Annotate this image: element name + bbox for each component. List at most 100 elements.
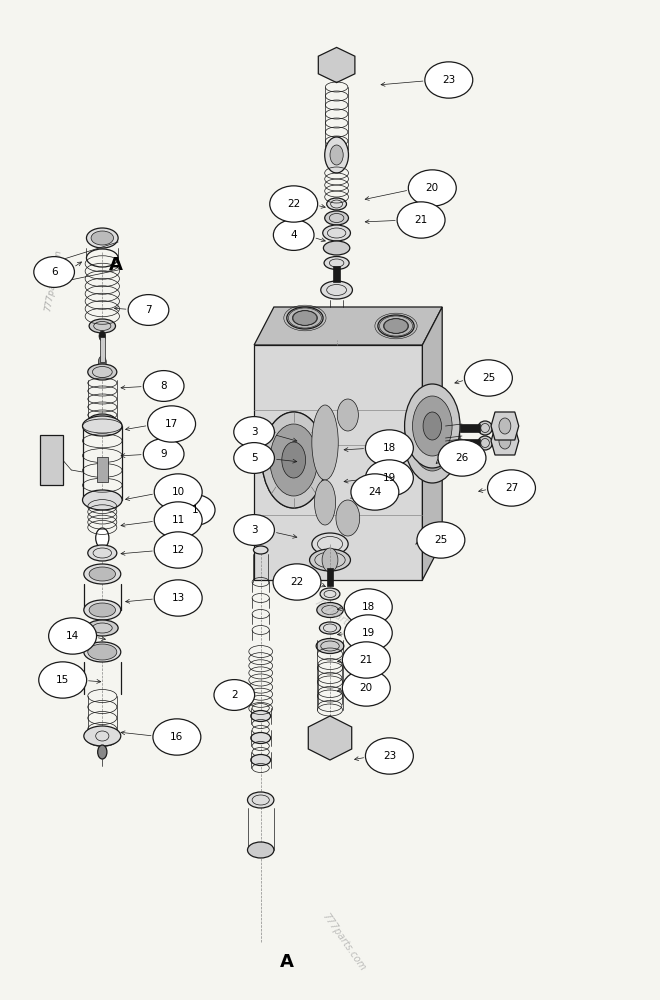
Text: 12: 12	[172, 545, 185, 555]
Circle shape	[96, 528, 109, 548]
Ellipse shape	[253, 546, 268, 554]
Text: 3: 3	[251, 427, 257, 437]
Ellipse shape	[148, 406, 195, 442]
Ellipse shape	[499, 433, 511, 449]
Ellipse shape	[143, 439, 184, 469]
Ellipse shape	[397, 202, 445, 238]
Text: 21: 21	[414, 215, 428, 225]
Bar	[460, 424, 480, 432]
Polygon shape	[422, 307, 442, 580]
Circle shape	[98, 745, 107, 759]
Ellipse shape	[383, 318, 409, 334]
Circle shape	[412, 396, 452, 456]
Text: 2: 2	[231, 690, 238, 700]
Text: 10: 10	[172, 487, 185, 497]
Bar	[333, 266, 340, 282]
Ellipse shape	[154, 580, 202, 616]
Ellipse shape	[154, 474, 202, 510]
Ellipse shape	[86, 228, 118, 248]
Ellipse shape	[292, 310, 317, 326]
Ellipse shape	[273, 220, 314, 250]
Ellipse shape	[88, 545, 117, 561]
Text: 23: 23	[383, 751, 396, 761]
Ellipse shape	[49, 618, 96, 654]
Circle shape	[322, 548, 338, 572]
Circle shape	[270, 424, 317, 496]
Ellipse shape	[89, 603, 116, 617]
Ellipse shape	[319, 622, 341, 634]
Ellipse shape	[478, 421, 492, 435]
Text: 5: 5	[251, 453, 257, 463]
Text: 19: 19	[383, 473, 396, 483]
Bar	[327, 568, 333, 586]
Ellipse shape	[378, 315, 414, 337]
Ellipse shape	[310, 549, 350, 571]
Text: 14: 14	[66, 631, 79, 641]
Ellipse shape	[84, 726, 121, 746]
Ellipse shape	[425, 62, 473, 98]
Ellipse shape	[234, 443, 275, 473]
Ellipse shape	[34, 257, 75, 287]
Ellipse shape	[323, 241, 350, 255]
Ellipse shape	[366, 430, 413, 466]
Text: 777parts.com: 777parts.com	[312, 596, 374, 644]
Ellipse shape	[316, 639, 344, 654]
Ellipse shape	[312, 405, 338, 480]
Text: 26: 26	[455, 453, 469, 463]
Ellipse shape	[345, 615, 392, 651]
Text: A: A	[108, 256, 123, 274]
Ellipse shape	[91, 231, 114, 245]
Ellipse shape	[84, 600, 121, 620]
Text: 15: 15	[56, 675, 69, 685]
Text: 9: 9	[160, 449, 167, 459]
Circle shape	[423, 427, 442, 455]
Ellipse shape	[88, 644, 117, 660]
Ellipse shape	[84, 642, 121, 662]
Ellipse shape	[465, 360, 512, 396]
Ellipse shape	[323, 225, 350, 241]
Ellipse shape	[82, 416, 122, 436]
Bar	[100, 337, 105, 362]
Text: 27: 27	[505, 483, 518, 493]
Polygon shape	[254, 345, 422, 580]
Ellipse shape	[273, 564, 321, 600]
Text: 777parts.com: 777parts.com	[319, 911, 367, 973]
Circle shape	[405, 399, 460, 483]
Ellipse shape	[320, 588, 340, 600]
Ellipse shape	[488, 470, 535, 506]
Ellipse shape	[351, 474, 399, 510]
Ellipse shape	[248, 842, 274, 858]
Ellipse shape	[438, 440, 486, 476]
Circle shape	[99, 331, 106, 341]
Circle shape	[98, 356, 106, 368]
Bar	[97, 457, 108, 482]
Text: 8: 8	[160, 381, 167, 391]
Text: 3: 3	[251, 525, 257, 535]
Ellipse shape	[251, 710, 271, 722]
Ellipse shape	[174, 495, 215, 525]
Ellipse shape	[409, 170, 456, 206]
Circle shape	[336, 500, 360, 536]
Circle shape	[270, 424, 317, 496]
Ellipse shape	[270, 186, 317, 222]
Ellipse shape	[417, 522, 465, 558]
Text: 20: 20	[360, 683, 373, 693]
Ellipse shape	[314, 480, 335, 525]
Ellipse shape	[154, 532, 202, 568]
Text: 18: 18	[362, 602, 375, 612]
Bar	[40, 435, 63, 485]
Ellipse shape	[86, 620, 118, 636]
Circle shape	[405, 384, 460, 468]
Ellipse shape	[84, 564, 121, 584]
Ellipse shape	[321, 281, 352, 299]
Circle shape	[325, 137, 348, 173]
Ellipse shape	[82, 490, 122, 510]
Ellipse shape	[251, 754, 271, 766]
Text: 777parts.com: 777parts.com	[43, 248, 63, 312]
Text: 19: 19	[362, 628, 375, 638]
Polygon shape	[491, 412, 519, 440]
Ellipse shape	[153, 719, 201, 755]
Text: 22: 22	[287, 199, 300, 209]
Ellipse shape	[324, 256, 349, 269]
Ellipse shape	[89, 319, 116, 333]
